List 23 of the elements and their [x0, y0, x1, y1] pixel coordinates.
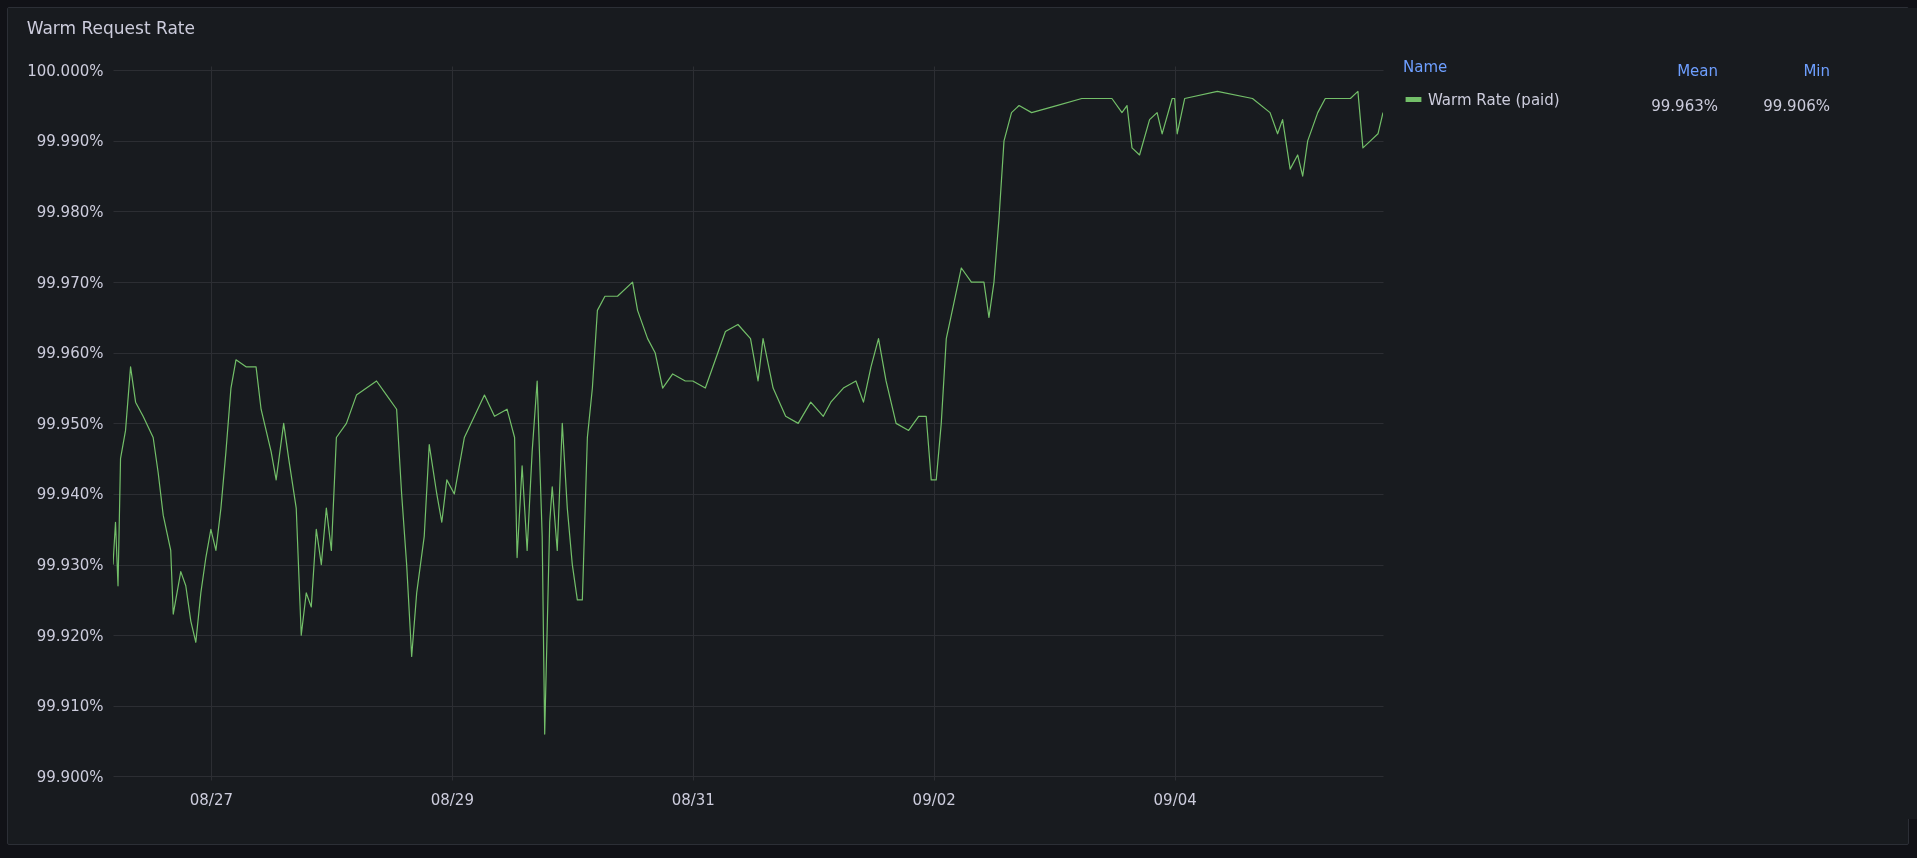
x-tick-label: 08/29	[430, 790, 474, 809]
y-tick-label: 99.960%	[36, 344, 104, 363]
y-tick-label: 100.000%	[27, 61, 104, 80]
text: 99.906%	[1763, 97, 1830, 115]
text: 99.963%	[1651, 97, 1718, 115]
x-tick-label: 09/04	[1153, 790, 1197, 809]
text: Mean	[1677, 62, 1718, 80]
legend-label: Warm Rate (paid)	[1428, 90, 1560, 109]
y-tick-label: 99.930%	[36, 556, 104, 575]
y-tick-label: 99.950%	[36, 414, 104, 433]
text: Min	[1803, 62, 1830, 80]
y-tick-label: 99.980%	[36, 202, 104, 221]
x-tick-label: 08/27	[189, 790, 233, 809]
y-tick-label: 99.970%	[36, 273, 104, 292]
x-tick-label: 08/31	[671, 790, 715, 809]
chart-title: Warm Request Rate	[26, 18, 195, 38]
y-tick-label: 99.940%	[36, 485, 104, 504]
legend-title: Name	[1403, 58, 1448, 76]
y-tick-label: 99.990%	[36, 132, 104, 151]
y-tick-label: 99.900%	[36, 767, 104, 786]
y-tick-label: 99.910%	[36, 697, 104, 716]
x-tick-label: 09/02	[912, 790, 956, 809]
y-tick-label: 99.920%	[36, 626, 104, 645]
